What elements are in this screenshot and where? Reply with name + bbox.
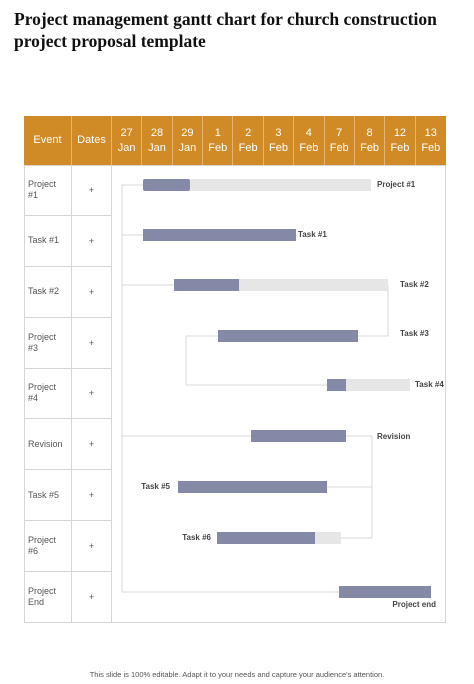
event-cell: Project #6 <box>24 521 72 573</box>
date-header: 7 Feb <box>325 116 355 165</box>
date-day: 7 <box>336 126 343 139</box>
date-month: Jan <box>178 141 197 154</box>
bar-label: Task #3 <box>400 329 429 338</box>
bar-remaining <box>190 179 371 191</box>
event-cell: Project #3 <box>24 317 72 369</box>
title: Project management gantt chart for churc… <box>14 9 437 51</box>
date-month: Jan <box>117 141 136 154</box>
event-cell: Project #4 <box>24 368 72 420</box>
event-cell: Task #5 <box>24 470 72 522</box>
date-day: 2 <box>245 126 252 139</box>
date-header: 13 Feb <box>416 116 446 165</box>
date-day: 29 <box>181 126 194 139</box>
dates-cell: + <box>72 521 112 573</box>
date-header: 12 Feb <box>385 116 416 165</box>
dates-cell: + <box>72 165 112 216</box>
bar-progress <box>143 229 296 241</box>
date-day: 27 <box>120 126 133 139</box>
date-day: 28 <box>150 126 164 139</box>
bar-label: Task #1 <box>298 230 327 239</box>
date-header: 29 Jan <box>173 116 204 165</box>
date-day: 3 <box>275 126 282 139</box>
date-month: Feb <box>390 141 410 154</box>
header-cell: Dates <box>72 116 112 165</box>
date-month: Feb <box>329 141 349 154</box>
date-month: Feb <box>208 141 228 154</box>
bar-progress <box>251 430 346 442</box>
event-cell: Task #2 <box>24 266 72 318</box>
date-header: 4 Feb <box>294 116 325 165</box>
date-month: Feb <box>269 141 288 154</box>
dates-cell: + <box>72 266 112 318</box>
bar-progress <box>143 179 190 191</box>
event-cell: Revision <box>24 419 72 471</box>
dates-cell: + <box>72 419 112 471</box>
bar-progress <box>174 279 239 291</box>
date-header: 1 Feb <box>203 116 234 165</box>
bar-label: Revision <box>377 432 410 441</box>
date-month: Jan <box>148 141 166 154</box>
bar-label: Task #2 <box>400 280 429 289</box>
bar-label: Task #4 <box>415 380 444 389</box>
dates-cell: + <box>72 215 112 267</box>
event-cell: Project #1 <box>24 165 72 216</box>
header-cell: Event <box>24 116 72 165</box>
bar-progress <box>218 330 358 342</box>
bar-remaining <box>315 532 341 544</box>
bar-progress <box>178 481 327 493</box>
bar-remaining <box>239 279 388 291</box>
dates-cell: + <box>72 317 112 369</box>
header-row <box>24 116 446 165</box>
event-cell: Task #1 <box>24 215 72 267</box>
date-day: 1 <box>214 126 221 139</box>
bar-progress <box>339 586 431 598</box>
bar-label: Project end <box>392 600 436 609</box>
date-month: Feb <box>238 141 258 154</box>
date-month: Feb <box>360 141 380 154</box>
date-month: Feb <box>299 141 319 154</box>
date-header: 27 Jan <box>112 116 143 165</box>
bar-progress <box>217 532 315 544</box>
date-month: Feb <box>421 141 441 154</box>
date-header: 8 Feb <box>355 116 386 165</box>
bar-label: Project #1 <box>377 180 416 189</box>
date-header: 3 Feb <box>264 116 295 165</box>
date-day: 13 <box>424 126 437 139</box>
date-day: 12 <box>393 126 407 139</box>
bar-progress <box>327 379 346 391</box>
dates-cell: + <box>72 470 112 522</box>
bar-label: Task #5 <box>141 482 170 491</box>
date-header: 28 Jan <box>142 116 173 165</box>
event-cell: Project End <box>24 572 72 623</box>
date-day: 4 <box>305 126 312 139</box>
bar-remaining <box>346 379 410 391</box>
footer-note: This slide is 100% editable. Adapt it to… <box>89 670 385 679</box>
date-header: 2 Feb <box>233 116 264 165</box>
bar-label: Task #6 <box>182 533 211 542</box>
dates-cell: + <box>72 572 112 623</box>
date-day: 8 <box>366 126 373 139</box>
dates-cell: + <box>72 368 112 420</box>
